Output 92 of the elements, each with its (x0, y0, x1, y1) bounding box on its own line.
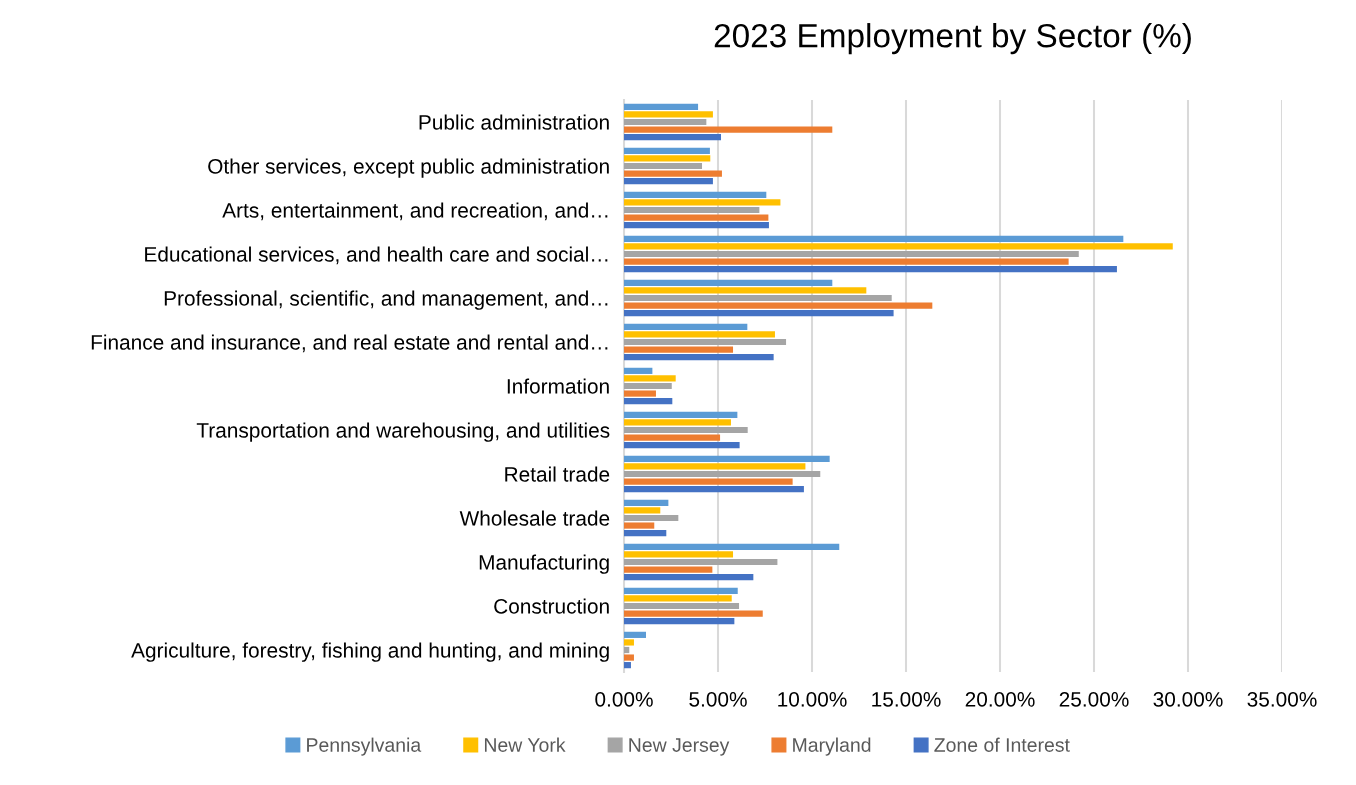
bar (624, 279, 833, 286)
y-tick-label: Public administration (419, 114, 609, 130)
bar (624, 662, 631, 669)
bar (624, 595, 732, 602)
bar (624, 610, 763, 617)
bar (624, 235, 1124, 242)
legend-label: Pennsylvania (307, 737, 422, 756)
legend-label: New Jersey (629, 738, 730, 756)
bar (624, 375, 676, 382)
bar (624, 602, 740, 610)
bar (624, 354, 774, 361)
bar (624, 551, 734, 558)
bar (624, 170, 722, 177)
chart-title: 2023 Employment by Sector (%) (714, 23, 1191, 55)
bar (624, 470, 821, 478)
bar (624, 338, 787, 346)
bar (624, 134, 722, 141)
y-tick-label: Wholesale trade (459, 510, 610, 526)
x-tick-label: 30.00% (1153, 691, 1223, 707)
bar (624, 382, 672, 390)
bar (624, 147, 710, 154)
legend-label: Maryland (793, 737, 871, 756)
bar (624, 214, 769, 221)
bar (624, 266, 1117, 273)
bar (624, 442, 740, 449)
bar (624, 507, 661, 514)
bar (624, 654, 634, 661)
bar (624, 310, 894, 317)
y-tick-label: Retail trade (505, 466, 610, 482)
bar (624, 478, 793, 485)
y-tick-label: Information (507, 378, 609, 394)
bar (624, 191, 767, 198)
x-tick-label: 15.00% (872, 691, 941, 707)
bar (624, 426, 748, 434)
bar (624, 250, 1079, 258)
bar (624, 126, 833, 133)
bar (624, 162, 703, 170)
bar (624, 346, 734, 353)
bar (624, 522, 655, 529)
bar (624, 463, 806, 470)
bar (624, 294, 892, 302)
x-tick-label: 25.00% (1059, 691, 1129, 707)
legend-label: New York (484, 737, 566, 752)
x-tick-label: 35.00% (1247, 691, 1317, 707)
y-tick-label: Other services, except public administration (208, 158, 609, 178)
y-tick-label: Agriculture, forestry, fishing and hunting, and mining (131, 642, 609, 662)
bar (624, 543, 840, 550)
bar (624, 486, 804, 493)
y-tick-label: Transportation and warehousing, and utilities (196, 422, 610, 442)
y-tick-label: Manufacturing (479, 554, 609, 574)
y-tick-label: Educational services, and health care and social… (145, 246, 608, 265)
bar (624, 530, 667, 537)
x-tick-label: 5.00% (689, 691, 747, 707)
bar (624, 514, 679, 522)
bar (624, 398, 673, 405)
bar (624, 155, 711, 162)
bar (624, 618, 735, 625)
legend-label: Zone of Interest (934, 737, 1070, 752)
bar (624, 390, 656, 397)
bar (624, 287, 867, 294)
bar (624, 434, 721, 441)
bar (624, 367, 653, 374)
x-tick-label: 10.00% (778, 691, 847, 707)
bar (624, 103, 699, 110)
bar (624, 206, 760, 214)
bar (624, 574, 754, 581)
bar (624, 499, 669, 506)
bar (624, 639, 634, 646)
bar (624, 222, 769, 229)
bar (624, 323, 748, 330)
bar (624, 118, 707, 126)
bar (624, 631, 646, 638)
bar (624, 455, 830, 462)
y-tick-label: Construction (494, 598, 609, 614)
bar (624, 558, 778, 566)
bar (624, 199, 781, 206)
bar (624, 111, 713, 118)
bar (624, 243, 1173, 250)
bar (624, 258, 1069, 265)
bar (624, 566, 713, 573)
x-tick-label: 0.00% (595, 691, 653, 707)
y-tick-label: Professional, scientific, and management, and… (164, 290, 608, 310)
bar (624, 302, 933, 309)
bar (624, 178, 713, 185)
bar (624, 587, 738, 594)
y-tick-label: Arts, entertainment, and recreation, and… (222, 202, 608, 221)
bar (624, 411, 738, 418)
bar (624, 331, 775, 338)
x-tick-label: 20.00% (965, 691, 1035, 707)
y-tick-label: Finance and insurance, and real estate and rental and… (91, 334, 608, 353)
bar (624, 419, 731, 426)
bar (624, 646, 630, 654)
